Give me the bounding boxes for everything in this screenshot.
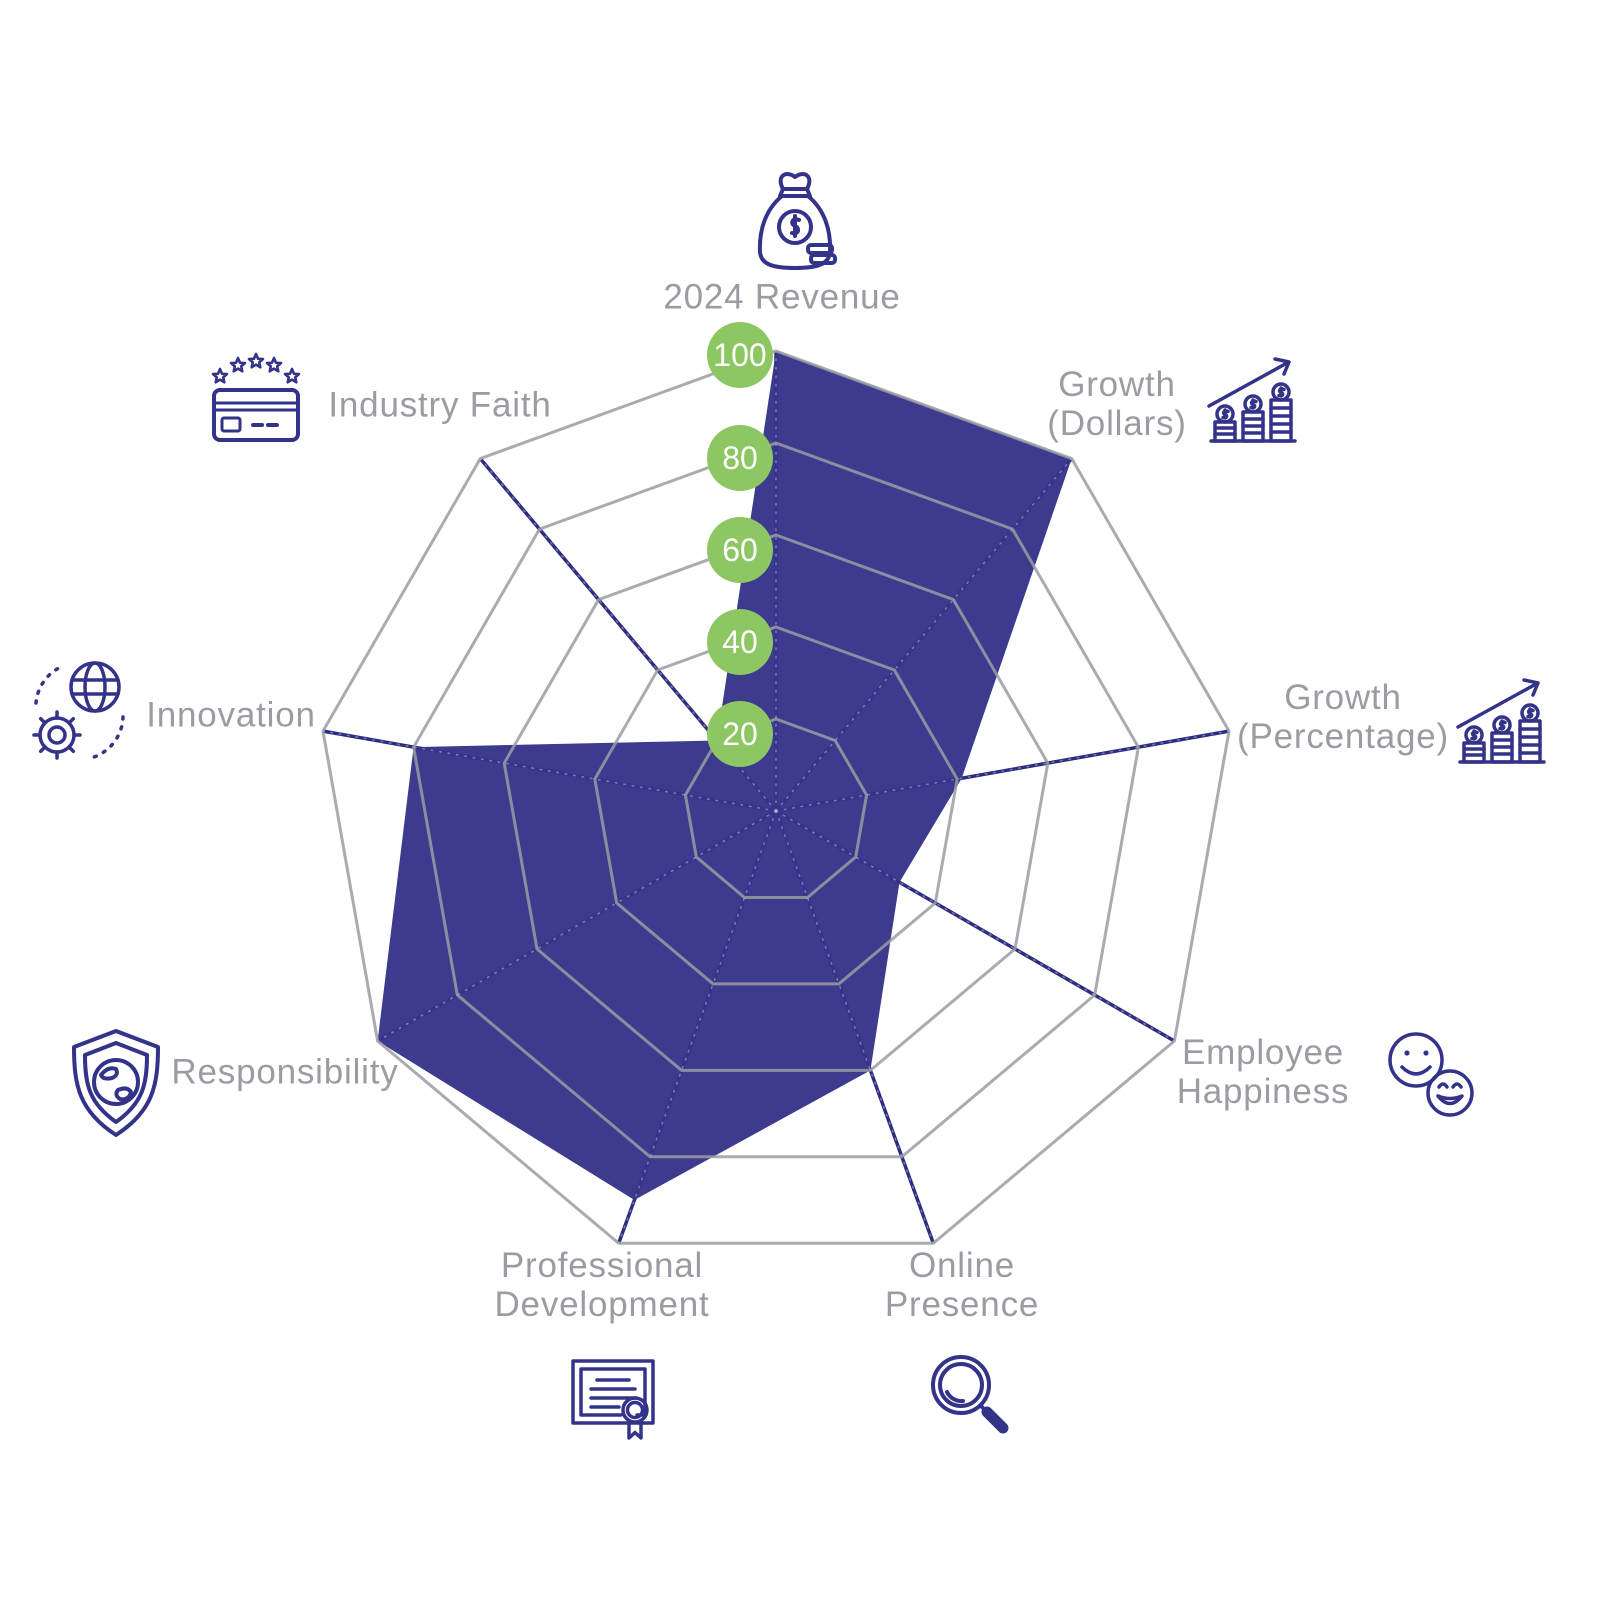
axis-label-line: Online xyxy=(909,1246,1015,1285)
credit-card-stars-icon xyxy=(206,352,306,447)
smiley-faces-icon xyxy=(1382,1027,1477,1122)
spoke-dotted xyxy=(376,810,777,1042)
magnifier-icon xyxy=(921,1348,1016,1443)
axis-label-2024-revenue: 2024 Revenue xyxy=(663,278,900,317)
scale-badge xyxy=(707,322,773,388)
axis-label-innovation: Innovation xyxy=(146,696,316,735)
axis-label-online-presence: Online Presence xyxy=(885,1246,1039,1324)
scale-badge-label: 40 xyxy=(722,624,758,660)
certificate-icon xyxy=(565,1347,660,1442)
axis-label-line: Happiness xyxy=(1176,1072,1350,1111)
spoke-dotted xyxy=(775,457,1073,812)
axis-label-line: Growth xyxy=(1284,678,1402,717)
coin-growth-arrow-icon xyxy=(1203,348,1303,448)
scale-badge-label: 80 xyxy=(722,440,758,476)
axis-label-responsibility: Responsibility xyxy=(171,1053,398,1092)
axis-label-growth-dollars: Growth (Dollars) xyxy=(1047,365,1186,443)
axis-label-line: Innovation xyxy=(146,695,316,735)
axis-label-industry-faith: Industry Faith xyxy=(328,386,551,425)
grid-ring xyxy=(593,625,959,986)
axis-label-line: Employee xyxy=(1181,1033,1345,1072)
data-polygon xyxy=(377,351,1072,1200)
spoke-dotted xyxy=(322,730,777,812)
scale-badge xyxy=(707,517,773,583)
axis-label-growth-percentage: Growth (Percentage) xyxy=(1237,678,1449,756)
spoke-dotted xyxy=(775,810,1176,1042)
grid-ring xyxy=(502,533,1050,1072)
axis-label-line: Professional xyxy=(500,1246,704,1285)
grid-ring xyxy=(683,717,869,899)
grid-ring xyxy=(412,441,1140,1159)
axis-label-line: (Dollars) xyxy=(1047,404,1187,443)
spoke-dotted xyxy=(775,730,1230,812)
scale-badge xyxy=(707,609,773,675)
globe-gear-icon xyxy=(27,657,132,767)
coin-growth-arrow-icon xyxy=(1452,669,1552,769)
scale-badge-label: 20 xyxy=(722,716,758,752)
scale-badge-label: 100 xyxy=(713,337,766,373)
spoke-dotted xyxy=(617,810,777,1245)
spoke-dotted xyxy=(775,810,935,1245)
scale-badge xyxy=(707,425,773,491)
axis-label-line: (Percentage) xyxy=(1237,717,1449,756)
money-bag-icon xyxy=(750,169,840,273)
axis-label-line: Presence xyxy=(884,1285,1040,1324)
axis-label-employee-happiness: Employee Happiness xyxy=(1177,1033,1350,1111)
shield-globe-icon xyxy=(66,1027,166,1139)
scale-badge xyxy=(707,701,773,767)
axis-label-line: 2024 Revenue xyxy=(663,277,901,317)
axis-label-line: Responsibility xyxy=(171,1052,399,1092)
axis-label-line: Industry Faith xyxy=(328,385,552,425)
axis-label-line: Development xyxy=(494,1285,710,1324)
axis-label-professional-development: Professional Development xyxy=(494,1246,709,1324)
scale-badge-label: 60 xyxy=(722,532,758,568)
axis-label-line: Growth xyxy=(1058,365,1176,404)
grid-ring xyxy=(321,349,1231,1245)
